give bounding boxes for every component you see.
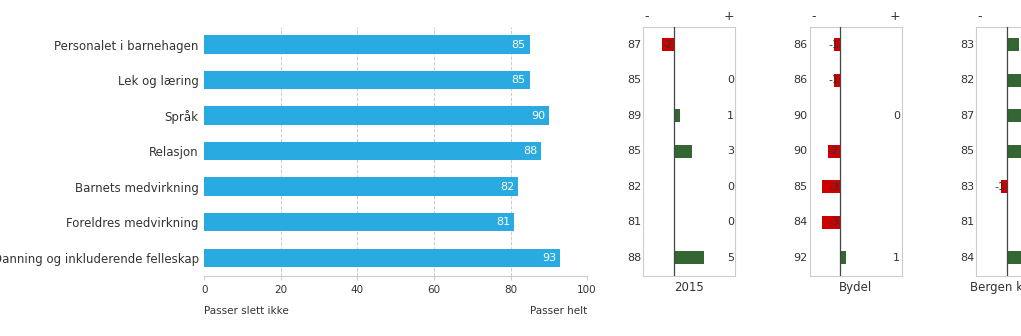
Text: -1: -1 [828, 40, 839, 50]
Text: -1: -1 [828, 75, 839, 85]
Text: 88: 88 [523, 146, 537, 156]
Text: 81: 81 [496, 217, 510, 227]
Bar [822, 180, 840, 194]
Text: 85: 85 [793, 182, 808, 192]
Bar [828, 144, 840, 158]
Bar [204, 177, 518, 196]
Text: 82: 82 [627, 182, 641, 192]
X-axis label: 2015: 2015 [674, 281, 704, 294]
Text: 85: 85 [627, 75, 641, 85]
Text: 81: 81 [627, 217, 641, 227]
Bar [204, 213, 515, 232]
Text: 3: 3 [727, 146, 734, 156]
Text: +: + [723, 10, 734, 23]
Text: 89: 89 [627, 111, 641, 121]
Text: 1: 1 [893, 253, 901, 263]
Text: 85: 85 [627, 146, 641, 156]
Bar [674, 144, 692, 158]
Bar [1007, 38, 1019, 51]
X-axis label: Bydel: Bydel [839, 281, 872, 294]
Bar [822, 216, 840, 229]
Text: 5: 5 [727, 253, 734, 263]
Bar [1007, 109, 1021, 122]
Bar [1001, 180, 1007, 194]
Text: 84: 84 [793, 217, 808, 227]
Text: -2: -2 [828, 146, 839, 156]
Text: -: - [977, 10, 982, 23]
Text: -: - [811, 10, 816, 23]
Text: Passer slett ikke: Passer slett ikke [204, 306, 289, 316]
Text: 86: 86 [793, 40, 808, 50]
Text: 86: 86 [793, 75, 808, 85]
Bar [204, 107, 548, 125]
Text: -: - [644, 10, 649, 23]
Text: 0: 0 [727, 217, 734, 227]
Text: -1: -1 [994, 182, 1006, 192]
Text: 83: 83 [960, 40, 974, 50]
Text: Passer helt: Passer helt [530, 306, 587, 316]
Bar [840, 251, 846, 264]
Bar [1007, 144, 1021, 158]
Text: -3: -3 [828, 182, 839, 192]
Text: -3: -3 [828, 217, 839, 227]
Text: 90: 90 [793, 146, 808, 156]
Bar [204, 249, 561, 267]
Bar [674, 251, 704, 264]
Bar [1007, 74, 1021, 87]
Text: 87: 87 [960, 111, 974, 121]
Bar [662, 38, 674, 51]
Text: 0: 0 [893, 111, 901, 121]
Bar [204, 142, 541, 160]
Text: 0: 0 [727, 182, 734, 192]
Text: 84: 84 [960, 253, 974, 263]
Bar [204, 71, 530, 89]
Text: 83: 83 [960, 182, 974, 192]
Text: 90: 90 [793, 111, 808, 121]
Text: 82: 82 [960, 75, 974, 85]
Text: 92: 92 [793, 253, 808, 263]
Text: 88: 88 [627, 253, 641, 263]
Text: 85: 85 [960, 146, 974, 156]
Bar [204, 35, 530, 54]
Text: 87: 87 [627, 40, 641, 50]
Text: 93: 93 [542, 253, 556, 263]
Text: 82: 82 [500, 182, 515, 192]
Text: +: + [889, 10, 901, 23]
Text: 85: 85 [512, 75, 526, 85]
X-axis label: Bergen kommune: Bergen kommune [970, 281, 1021, 294]
Bar [834, 38, 840, 51]
Text: 81: 81 [960, 217, 974, 227]
Bar [1007, 251, 1021, 264]
Text: 0: 0 [727, 75, 734, 85]
Text: -2: -2 [662, 40, 673, 50]
Text: 1: 1 [727, 111, 734, 121]
Text: 85: 85 [512, 40, 526, 50]
Text: 90: 90 [531, 111, 545, 121]
Bar [674, 109, 680, 122]
Bar [834, 74, 840, 87]
